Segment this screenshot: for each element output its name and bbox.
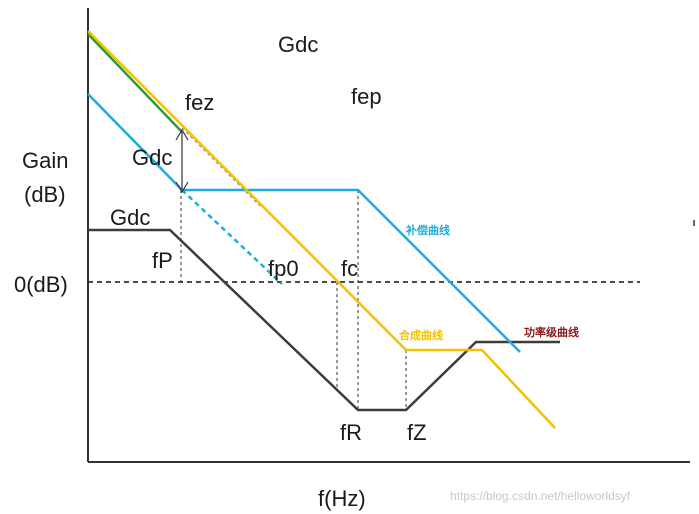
composite-curve-label: 合成曲线 — [399, 328, 443, 342]
fp0-label: fp0 — [268, 256, 299, 281]
compensation-curve-label: 补偿曲线 — [405, 223, 450, 237]
green-trace — [87, 33, 183, 133]
fr-label: fR — [340, 420, 362, 445]
fc-label: fc — [341, 256, 358, 281]
compensation-curve — [87, 93, 521, 353]
fp-label: fP — [152, 248, 173, 273]
gdc-top-label: Gdc — [278, 32, 318, 57]
gdc-arrow-head-down — [175, 181, 189, 194]
fep-label: fep — [351, 84, 382, 109]
x-axis-label: f(Hz) — [318, 486, 366, 511]
power-stage-curve — [88, 228, 560, 412]
gdc-arrow-label: Gdc — [132, 145, 172, 170]
fez-label: fez — [185, 90, 214, 115]
composite-curve — [87, 30, 556, 429]
zero-db-label: 0(dB) — [14, 272, 68, 297]
db-unit-label: (dB) — [24, 182, 66, 207]
gdc-arrow-head-up — [175, 128, 189, 141]
fez-dash — [181, 127, 261, 207]
watermark: https://blog.csdn.net/helloworldsyf — [450, 489, 631, 503]
power-stage-curve-label: 功率级曲线 — [524, 325, 579, 339]
gdc-left-label: Gdc — [110, 205, 150, 230]
compensation-extension — [181, 189, 283, 285]
gain-label: Gain — [22, 148, 68, 173]
fz-label: fZ — [407, 420, 427, 445]
